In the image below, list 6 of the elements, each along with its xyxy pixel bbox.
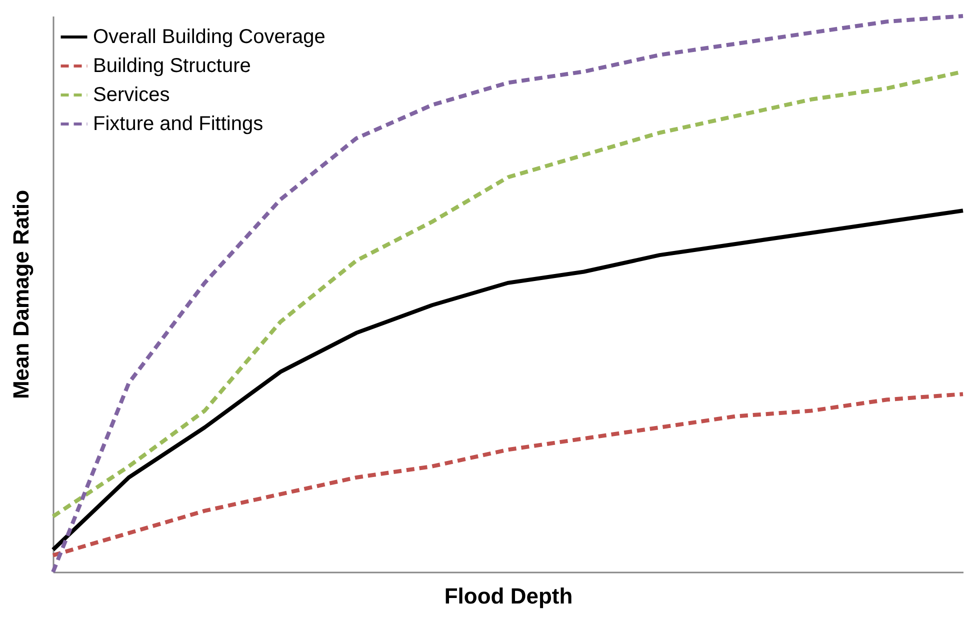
x-axis-title: Flood Depth <box>444 584 573 608</box>
legend-label: Services <box>93 84 170 106</box>
y-axis-title: Mean Damage Ratio <box>8 190 34 400</box>
legend-label: Building Structure <box>93 55 251 77</box>
legend-label: Fixture and Fittings <box>93 113 264 135</box>
legend-label: Overall Building Coverage <box>93 26 326 48</box>
